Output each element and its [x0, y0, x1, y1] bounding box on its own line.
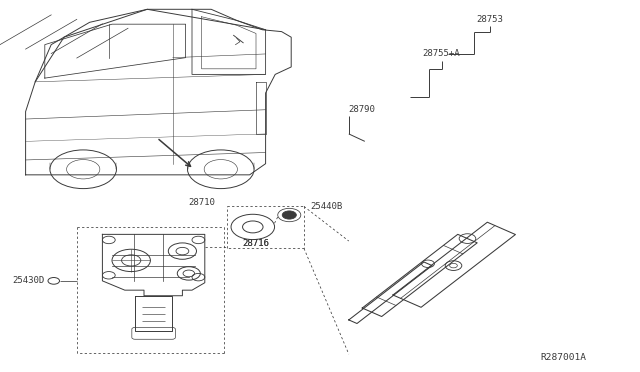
- Text: 28716: 28716: [243, 239, 269, 248]
- Text: 28755+A: 28755+A: [423, 49, 460, 58]
- Text: 25440B: 25440B: [310, 202, 342, 211]
- Text: 28716: 28716: [243, 239, 269, 248]
- Text: R287001A: R287001A: [540, 353, 586, 362]
- Circle shape: [282, 211, 296, 219]
- Text: 28710: 28710: [188, 198, 215, 207]
- Text: 28790: 28790: [349, 105, 376, 114]
- Text: 25430D: 25430D: [13, 276, 45, 285]
- Text: 28753: 28753: [476, 15, 503, 24]
